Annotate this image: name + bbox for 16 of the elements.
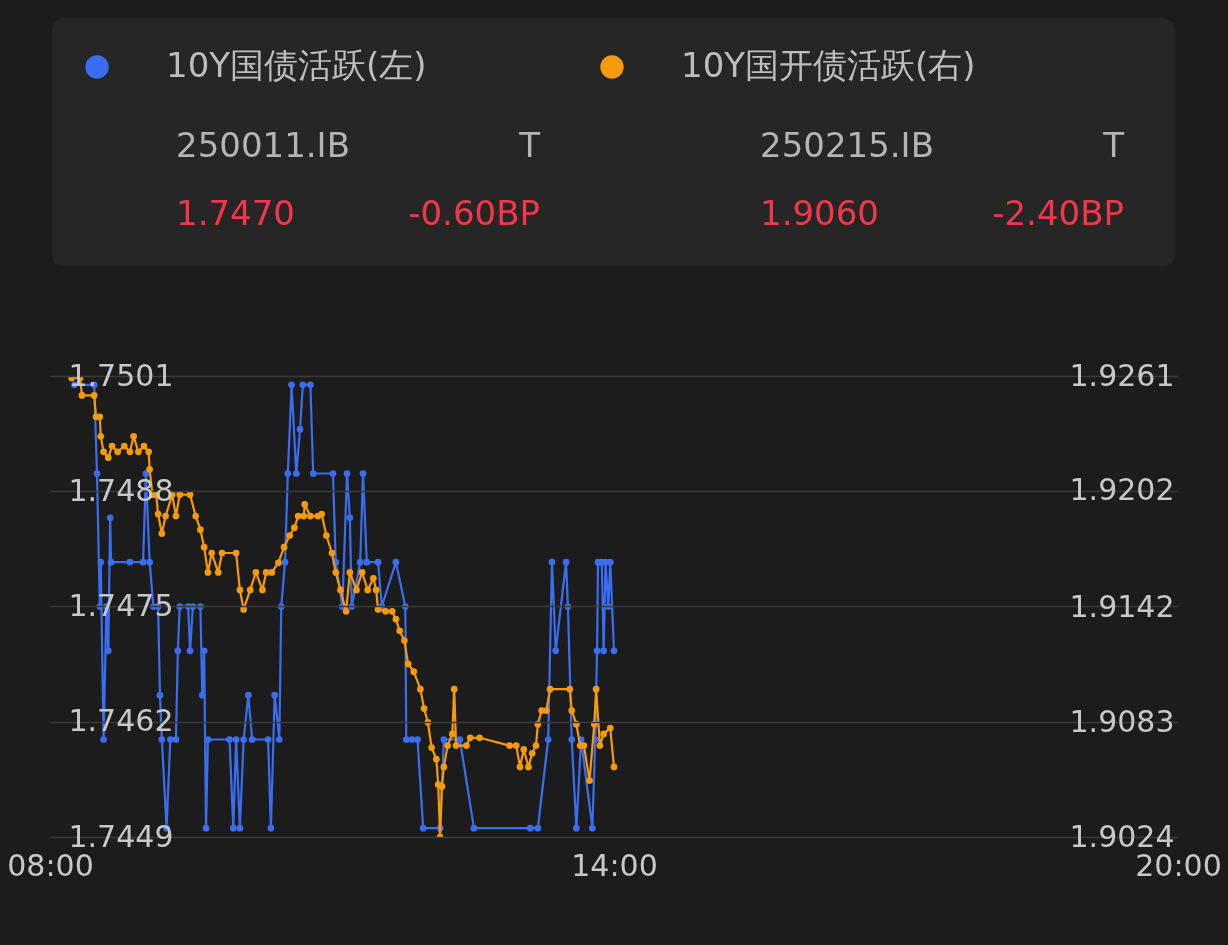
text: 1.9060 <box>760 193 879 233</box>
text: -2.40BP <box>992 193 1124 233</box>
y-tick-label: 1.7501 <box>68 357 174 393</box>
text: T <box>519 125 540 165</box>
text: 1.7470 <box>176 193 295 233</box>
y2-tick-label: 1.9142 <box>1069 588 1175 624</box>
text: -0.60BP <box>408 193 540 233</box>
text: 250215.IB <box>760 125 934 165</box>
y2-tick-label: 1.9261 <box>1069 357 1175 393</box>
legend-label: 10Y国开债活跃(右) <box>681 45 976 85</box>
text: 250011.IB <box>176 125 350 165</box>
legend-label: 10Y国债活跃(左) <box>166 45 427 85</box>
text: T <box>1103 125 1124 165</box>
x-tick-label: 14:00 <box>571 847 658 883</box>
y2-tick-label: 1.9202 <box>1069 472 1175 508</box>
y2-tick-label: 1.9083 <box>1069 703 1175 739</box>
